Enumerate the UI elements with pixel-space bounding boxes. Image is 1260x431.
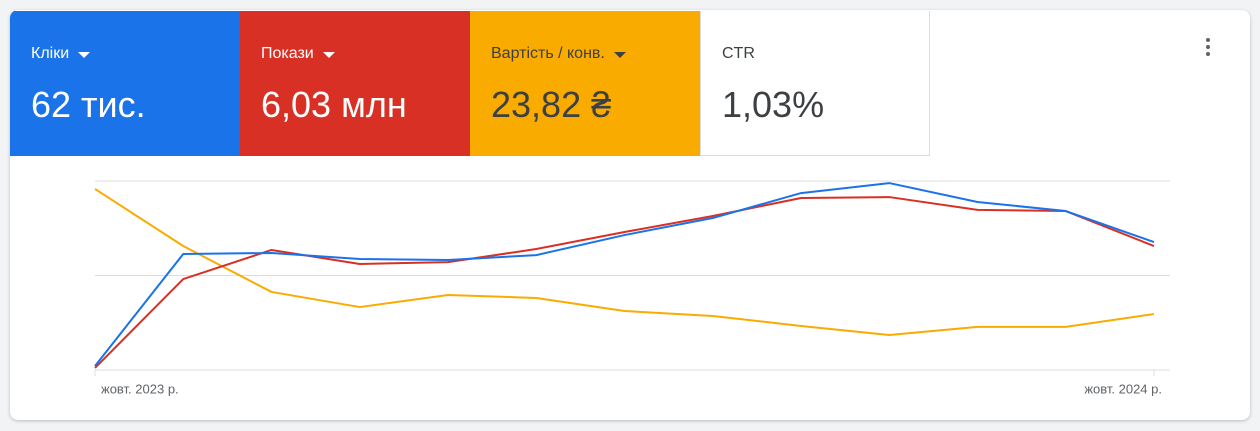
dropdown-arrow[interactable]	[322, 52, 335, 58]
metric-value: 23,82 ₴	[491, 84, 612, 125]
metric-label-text: Покази	[261, 45, 314, 62]
series-line	[94, 196, 1155, 369]
chart: жовт. 2023 р. жовт. 2024 р.	[94, 180, 1170, 396]
overview-card: жовт. 2023 р. жовт. 2024 р. Кліки 62 тис. П…	[10, 10, 1250, 420]
metric-tile[interactable]: Покази 6,03 млн	[240, 11, 470, 156]
dropdown-arrow[interactable]	[613, 52, 626, 58]
dropdown-arrow[interactable]	[78, 52, 91, 58]
metric-label: Вартість / конв.	[491, 44, 700, 64]
metric-value: 1,03%	[722, 84, 825, 125]
metric-tile[interactable]: Вартість / конв. 23,82 ₴	[470, 11, 700, 156]
metric-label-text: CTR	[722, 45, 755, 62]
metric-label: Кліки	[31, 44, 240, 64]
metric-value: 6,03 млн	[261, 84, 407, 125]
metric-tile[interactable]: CTR 1,03%	[700, 11, 930, 156]
metric-label: Покази	[261, 44, 470, 64]
series-line	[94, 188, 1155, 337]
x-tick-label: жовт. 2024 р.	[1084, 381, 1162, 396]
series-line	[94, 182, 1155, 367]
more-menu[interactable]	[1206, 38, 1212, 59]
metric-label-text: Вартість / конв.	[491, 45, 605, 62]
metric-value: 62 тис.	[31, 84, 146, 125]
x-tick-label: жовт. 2023 р.	[101, 381, 179, 396]
metric-tiles: Кліки 62 тис. Покази 6,03 млн Вартість / кон…	[10, 11, 930, 156]
metric-tile[interactable]: Кліки 62 тис.	[10, 11, 240, 156]
metric-label: CTR	[722, 44, 929, 64]
metric-label-text: Кліки	[31, 45, 70, 62]
